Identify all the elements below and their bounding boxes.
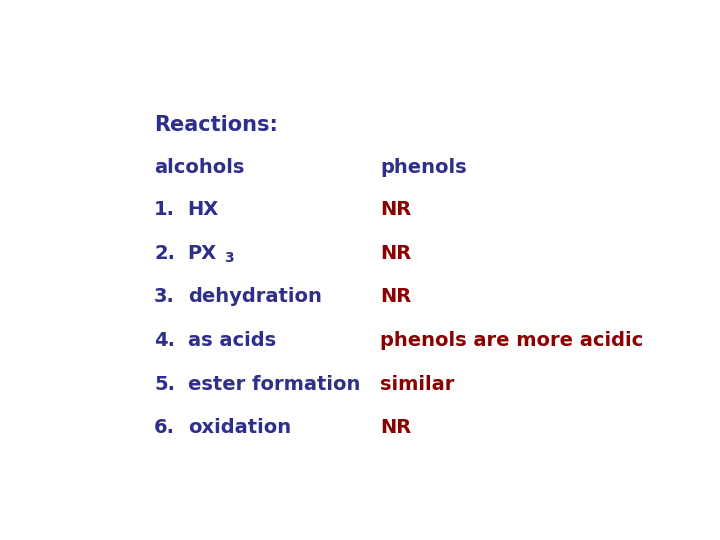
Text: PX: PX bbox=[188, 244, 217, 262]
Text: 4.: 4. bbox=[154, 331, 175, 350]
Text: phenols: phenols bbox=[380, 158, 467, 177]
Text: oxidation: oxidation bbox=[188, 418, 291, 437]
Text: 5.: 5. bbox=[154, 375, 175, 394]
Text: 2.: 2. bbox=[154, 244, 175, 262]
Text: dehydration: dehydration bbox=[188, 287, 322, 306]
Text: 3: 3 bbox=[224, 251, 233, 265]
Text: NR: NR bbox=[380, 244, 411, 262]
Text: ester formation: ester formation bbox=[188, 375, 360, 394]
Text: as acids: as acids bbox=[188, 331, 276, 350]
Text: NR: NR bbox=[380, 418, 411, 437]
Text: 1.: 1. bbox=[154, 200, 175, 219]
Text: alcohols: alcohols bbox=[154, 158, 245, 177]
Text: NR: NR bbox=[380, 287, 411, 306]
Text: phenols are more acidic: phenols are more acidic bbox=[380, 331, 644, 350]
Text: 6.: 6. bbox=[154, 418, 175, 437]
Text: 3.: 3. bbox=[154, 287, 175, 306]
Text: similar: similar bbox=[380, 375, 454, 394]
Text: HX: HX bbox=[188, 200, 219, 219]
Text: NR: NR bbox=[380, 200, 411, 219]
Text: Reactions:: Reactions: bbox=[154, 114, 278, 134]
